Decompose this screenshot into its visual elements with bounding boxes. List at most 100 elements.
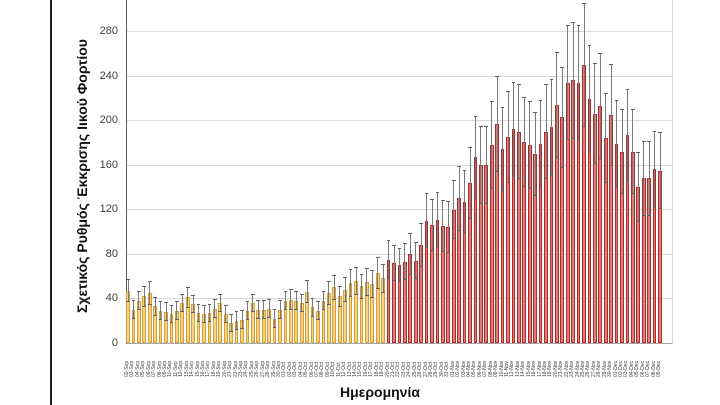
error-bar-cap-top (484, 125, 489, 127)
error-bar-cap-top (191, 294, 195, 296)
error-bar-cap-top (337, 285, 342, 287)
error-bar-line (567, 25, 569, 139)
error-bar-cap-top (283, 291, 288, 293)
error-bar-line (447, 201, 449, 253)
error-bar-cap-bottom (538, 186, 543, 188)
error-bar-cap-top (251, 293, 255, 295)
gridline-280 (127, 31, 672, 32)
error-bar-cap-bottom (582, 125, 586, 127)
error-bar-cap-top (544, 84, 548, 86)
error-bar-cap-top (164, 302, 168, 304)
error-bar-line (480, 125, 482, 204)
error-bar-cap-top (229, 313, 233, 315)
error-bar-cap-top (354, 266, 358, 268)
error-bar-cap-top (305, 280, 309, 282)
error-bar-cap-bottom (272, 326, 277, 328)
error-bar-cap-bottom (489, 187, 494, 189)
error-bar-cap-bottom (424, 246, 429, 248)
error-bar-cap-top (327, 281, 331, 283)
x-tick-label-09-Dec: 09-Dec (656, 360, 662, 377)
error-bar-cap-bottom (153, 314, 157, 316)
error-bar-line (654, 131, 656, 207)
error-bar-cap-bottom (169, 322, 174, 324)
error-bar-cap-bottom (468, 217, 472, 219)
error-bar-cap-top (381, 263, 385, 265)
error-bar-cap-bottom (294, 309, 299, 311)
error-bar-cap-bottom (126, 301, 130, 303)
error-bar-cap-top (587, 45, 592, 47)
error-bar-cap-top (234, 311, 239, 313)
error-bar-cap-bottom (473, 197, 478, 199)
error-bar-line (583, 3, 585, 126)
error-bar-line (176, 301, 178, 320)
error-bar-line (149, 281, 151, 304)
error-bar-cap-bottom (441, 251, 445, 253)
error-bar-cap-top (153, 296, 157, 298)
error-bar-line (545, 84, 547, 178)
y-tick-label-40: 40 (105, 292, 118, 304)
error-bar-cap-top (272, 309, 277, 311)
error-bar-line (491, 101, 493, 188)
error-bar-line (469, 146, 471, 218)
error-bar-line (219, 293, 221, 312)
error-bar-cap-top (451, 180, 456, 182)
error-bar-cap-top (620, 108, 624, 110)
error-bar-cap-bottom (267, 316, 271, 318)
error-bar-cap-bottom (207, 321, 212, 323)
error-bar-cap-bottom (158, 319, 163, 321)
error-bar-cap-bottom (375, 287, 380, 289)
error-bar-cap-top (495, 75, 499, 77)
error-bar-cap-bottom (517, 177, 521, 179)
error-bar-cap-bottom (457, 230, 461, 232)
error-bar-cap-top (647, 141, 651, 143)
error-bar-cap-bottom (598, 157, 603, 159)
error-bar-line (312, 298, 314, 316)
error-bar-cap-bottom (576, 138, 581, 140)
error-bar-cap-bottom (321, 309, 326, 311)
error-bar-cap-top (527, 101, 532, 103)
error-bar-cap-top (506, 91, 510, 93)
error-bar-cap-bottom (240, 328, 244, 330)
error-bar-cap-top (408, 233, 413, 235)
error-bar-line (409, 233, 411, 274)
error-bar-cap-bottom (229, 331, 233, 333)
error-bar-cap-bottom (386, 277, 391, 279)
error-bar-cap-bottom (305, 302, 309, 304)
error-bar-cap-top (126, 279, 130, 281)
error-bar-line (572, 22, 574, 138)
gridline-200 (127, 120, 672, 121)
error-bar-line (550, 78, 552, 175)
error-bar-line (154, 296, 156, 315)
error-bar-cap-top (576, 25, 581, 27)
error-bar-cap-top (142, 285, 147, 287)
error-bar-cap-bottom (359, 298, 364, 299)
error-bar-cap-top (386, 240, 391, 242)
error-bar-line (165, 302, 167, 321)
error-bar-cap-bottom (299, 311, 304, 313)
error-bar-cap-bottom (506, 182, 510, 184)
error-bar-line (187, 286, 189, 307)
error-bar-cap-bottom (218, 311, 223, 313)
error-bar-line (464, 170, 466, 233)
error-bar-cap-bottom (641, 214, 646, 216)
error-bar-cap-top (202, 304, 206, 306)
error-bar-cap-top (278, 300, 282, 302)
error-bar-cap-top (169, 304, 174, 306)
error-bar-cap-bottom (337, 305, 342, 307)
error-bar-line (274, 309, 276, 327)
error-bar-cap-top (517, 84, 521, 86)
error-bar-line (230, 313, 232, 332)
error-bar-cap-bottom (256, 318, 261, 320)
error-bar-cap-bottom (484, 203, 489, 205)
error-bar-line (252, 293, 254, 312)
error-bar-cap-bottom (381, 292, 385, 294)
error-bar-line (512, 82, 514, 176)
error-bar-cap-bottom (196, 321, 201, 323)
error-bar-line (382, 263, 384, 293)
error-bar-cap-top (294, 291, 299, 293)
gridline-160 (127, 164, 672, 166)
error-bar-line (306, 280, 308, 303)
error-bar-cap-top (343, 276, 347, 278)
error-bar-line (458, 165, 460, 231)
error-bar-cap-bottom (348, 295, 353, 297)
